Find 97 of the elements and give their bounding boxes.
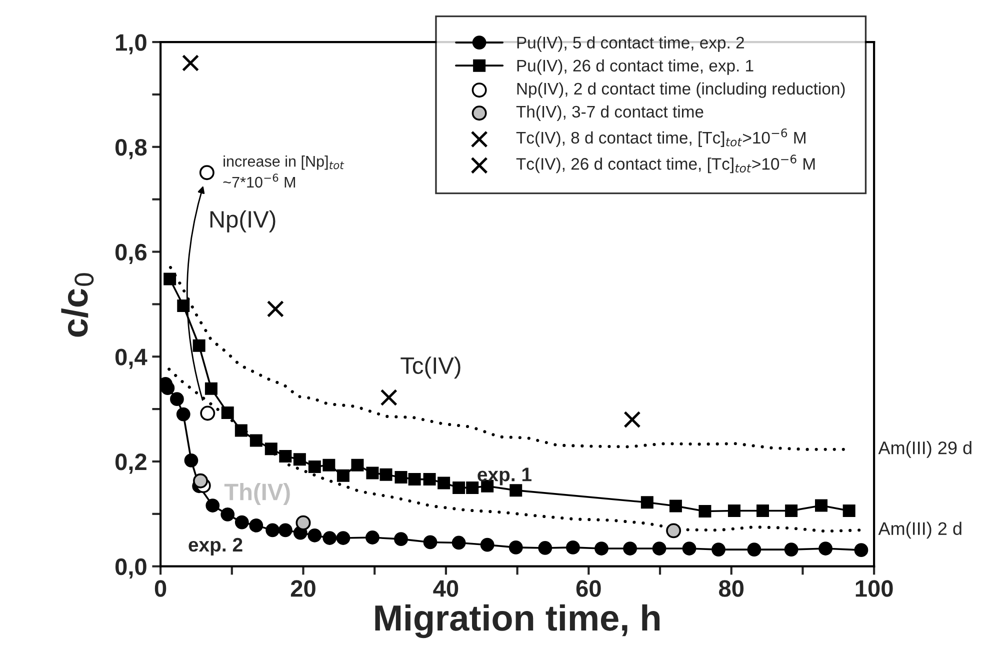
point: [380, 388, 398, 406]
series-label: Am(III) 2 d: [878, 522, 962, 539]
point: [336, 469, 350, 482]
point: [594, 542, 608, 556]
point: [712, 542, 726, 556]
point: [785, 504, 798, 518]
annotation: Tc(IV): [400, 356, 460, 379]
legend-label: Tc(IV), 8 d contact time, [Tc]$_{tot}$>10$^{−6}$ M: [516, 128, 806, 147]
annotation: exp. 2: [188, 538, 242, 556]
legend-label: Th(IV), 3-7 d contact time: [516, 105, 704, 121]
legend-label: Pu(IV), 26 d contact time, exp. 1: [517, 59, 754, 75]
legend-label: Tc(IV), 26 d contact time, [Tc]$_{tot}$>10$^{−6}$ M: [516, 154, 815, 174]
point: [308, 528, 322, 542]
point: [204, 382, 218, 395]
point: [466, 481, 479, 494]
point: [278, 523, 292, 538]
point: [728, 504, 740, 518]
point: [510, 484, 522, 497]
y-axis-title: c/c$_{0}$: [61, 273, 94, 337]
point: [184, 453, 198, 468]
x-tick-label: 0: [154, 580, 166, 597]
point: [480, 538, 494, 552]
point: [279, 450, 292, 462]
point: [640, 496, 654, 509]
x-tick-label: 100: [856, 580, 893, 597]
point: [666, 523, 682, 538]
point: [220, 507, 235, 522]
point: [854, 543, 868, 558]
point: [452, 481, 466, 494]
point: [380, 468, 392, 481]
point: [182, 54, 200, 72]
point: [623, 542, 637, 556]
point: [308, 460, 321, 473]
point: [250, 434, 262, 447]
x-axis-title: Migration time, h: [375, 604, 660, 638]
legend-label: Np(IV), 2 d contact time (including reduction): [517, 82, 845, 98]
y-tick-label: 0,8: [115, 138, 147, 160]
y-tick-label: 1,0: [116, 34, 146, 54]
point: [818, 542, 832, 556]
point: [408, 473, 421, 486]
point: [176, 407, 190, 422]
x-tick-label: 40: [433, 580, 458, 597]
text: increase in [Np]$_{tot}$ ~7*10$^{−6}$ M: [223, 155, 344, 188]
point: [322, 458, 336, 472]
point: [200, 406, 216, 421]
point: [199, 165, 214, 180]
point: [682, 542, 696, 556]
point: [508, 540, 523, 554]
x-tick-label: 80: [718, 580, 744, 597]
point: [669, 500, 682, 512]
point: [266, 300, 284, 318]
point: [747, 542, 762, 556]
annotation: Np(IV): [210, 210, 276, 232]
point: [842, 504, 856, 518]
point: [160, 381, 175, 396]
point: [234, 515, 249, 530]
point: [249, 518, 264, 532]
point: [170, 392, 184, 406]
point: [192, 339, 206, 352]
point: [293, 453, 306, 466]
y-tick-label: 0,4: [115, 348, 148, 369]
point: [366, 530, 380, 544]
point: [624, 411, 641, 428]
series-label: Am(III) 29 d: [878, 441, 972, 458]
point: [221, 406, 234, 419]
point: [322, 531, 337, 545]
point: [264, 442, 278, 456]
point: [351, 458, 364, 472]
point: [698, 505, 712, 518]
x-tick-label: 20: [290, 580, 316, 597]
point: [296, 515, 311, 530]
point: [423, 535, 438, 550]
point: [366, 466, 379, 480]
point: [566, 540, 580, 554]
annotation: exp. 1: [478, 468, 532, 486]
point: [234, 424, 248, 437]
point: [784, 542, 798, 556]
point: [336, 531, 350, 545]
x-tick-label: 60: [576, 580, 601, 597]
point: [193, 473, 208, 488]
point: [206, 498, 220, 512]
point: [394, 470, 408, 484]
y-tick-label: 0,6: [115, 244, 146, 264]
y-tick-label: 0,2: [115, 454, 146, 474]
point: [815, 499, 828, 512]
point: [452, 536, 466, 550]
point: [394, 532, 408, 546]
point: [652, 542, 666, 556]
annotation: Th(IV): [224, 482, 290, 505]
point: [438, 476, 450, 490]
y-tick-label: 0,0: [115, 558, 146, 579]
point: [538, 541, 552, 555]
legend-label: Pu(IV), 5 d contact time, exp. 2: [517, 36, 744, 52]
point: [756, 504, 770, 518]
point: [266, 523, 280, 538]
point: [164, 272, 176, 286]
point: [423, 473, 436, 486]
